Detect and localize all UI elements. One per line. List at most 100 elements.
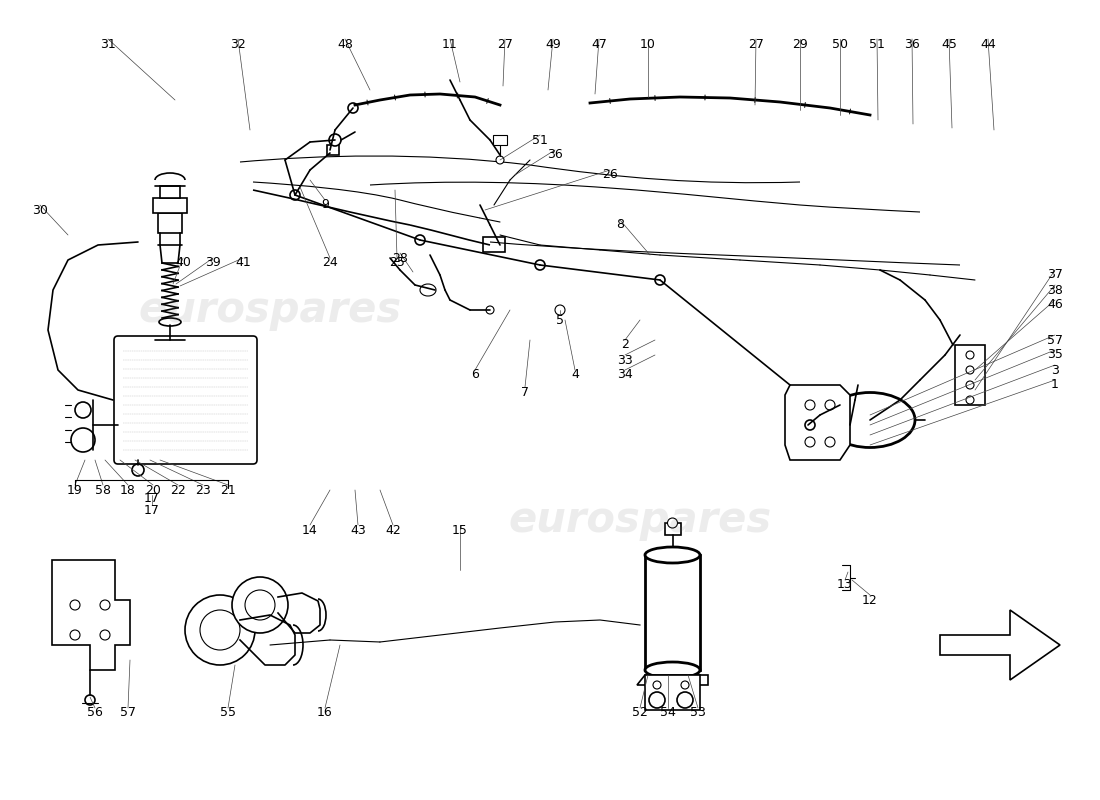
Circle shape — [100, 630, 110, 640]
Circle shape — [70, 630, 80, 640]
Circle shape — [75, 402, 91, 418]
Text: 27: 27 — [748, 38, 763, 50]
Text: 57: 57 — [120, 706, 136, 719]
Text: 53: 53 — [690, 706, 706, 719]
Text: 34: 34 — [617, 369, 632, 382]
Text: 25: 25 — [389, 257, 405, 270]
Polygon shape — [645, 555, 700, 670]
Circle shape — [556, 305, 565, 315]
Circle shape — [185, 595, 255, 665]
Circle shape — [486, 306, 494, 314]
Circle shape — [676, 692, 693, 708]
Circle shape — [132, 464, 144, 476]
Text: 36: 36 — [547, 149, 563, 162]
Text: 43: 43 — [350, 523, 366, 537]
Bar — [955, 345, 984, 405]
Circle shape — [825, 437, 835, 447]
Text: 44: 44 — [980, 38, 996, 50]
Text: 38: 38 — [1047, 283, 1063, 297]
Text: 12: 12 — [862, 594, 878, 606]
Text: 55: 55 — [220, 706, 236, 719]
Text: 32: 32 — [230, 38, 246, 50]
Text: 52: 52 — [632, 706, 648, 719]
Text: 57: 57 — [1047, 334, 1063, 346]
Polygon shape — [52, 560, 130, 670]
Circle shape — [805, 400, 815, 410]
Circle shape — [85, 695, 95, 705]
Circle shape — [649, 692, 666, 708]
Text: 46: 46 — [1047, 298, 1063, 311]
Text: 22: 22 — [170, 483, 186, 497]
Text: 47: 47 — [591, 38, 607, 50]
Text: 3: 3 — [1052, 363, 1059, 377]
Circle shape — [668, 518, 678, 528]
Circle shape — [232, 577, 288, 633]
Text: 4: 4 — [571, 369, 579, 382]
Text: 17: 17 — [144, 503, 159, 517]
Text: 24: 24 — [322, 257, 338, 270]
Text: 5: 5 — [556, 314, 564, 326]
Circle shape — [653, 681, 661, 689]
Text: 58: 58 — [95, 483, 111, 497]
Text: 16: 16 — [317, 706, 333, 719]
Text: 48: 48 — [337, 38, 353, 50]
Circle shape — [966, 396, 974, 404]
Circle shape — [535, 260, 544, 270]
Text: 2: 2 — [621, 338, 629, 351]
Text: 29: 29 — [792, 38, 807, 50]
Text: 56: 56 — [87, 706, 103, 719]
FancyBboxPatch shape — [114, 336, 257, 464]
Circle shape — [70, 600, 80, 610]
Text: 28: 28 — [392, 251, 408, 265]
Text: 37: 37 — [1047, 269, 1063, 282]
Text: 40: 40 — [175, 257, 191, 270]
Text: 10: 10 — [640, 38, 656, 50]
Polygon shape — [637, 675, 708, 685]
Bar — [493, 135, 507, 145]
Text: 31: 31 — [100, 38, 116, 50]
Text: 17: 17 — [144, 491, 159, 505]
Text: 18: 18 — [120, 483, 136, 497]
Circle shape — [290, 190, 300, 200]
Bar — [158, 213, 182, 233]
Text: 35: 35 — [1047, 349, 1063, 362]
Circle shape — [805, 437, 815, 447]
Circle shape — [72, 428, 95, 452]
Circle shape — [496, 156, 504, 164]
Text: 41: 41 — [235, 257, 251, 270]
Circle shape — [415, 235, 425, 245]
Bar — [483, 237, 505, 252]
Circle shape — [825, 400, 835, 410]
Text: 51: 51 — [532, 134, 548, 146]
Polygon shape — [785, 385, 850, 460]
Circle shape — [654, 275, 666, 285]
Ellipse shape — [825, 393, 915, 447]
Text: 7: 7 — [521, 386, 529, 398]
Circle shape — [245, 590, 275, 620]
Text: 42: 42 — [385, 523, 400, 537]
Text: 14: 14 — [302, 523, 318, 537]
Text: 27: 27 — [497, 38, 513, 50]
Bar — [153, 198, 187, 213]
Ellipse shape — [645, 662, 700, 678]
Circle shape — [681, 681, 689, 689]
Text: 21: 21 — [220, 483, 235, 497]
Text: 30: 30 — [32, 203, 48, 217]
Text: 11: 11 — [442, 38, 458, 50]
Circle shape — [329, 134, 341, 146]
Text: 23: 23 — [195, 483, 211, 497]
Text: 6: 6 — [471, 369, 478, 382]
Bar — [327, 145, 339, 155]
Bar — [160, 186, 180, 198]
Circle shape — [966, 351, 974, 359]
Text: 36: 36 — [904, 38, 920, 50]
Text: 15: 15 — [452, 523, 468, 537]
Ellipse shape — [645, 547, 700, 563]
Ellipse shape — [160, 318, 182, 326]
Text: eurospares: eurospares — [508, 499, 771, 541]
Text: 20: 20 — [145, 483, 161, 497]
Circle shape — [100, 600, 110, 610]
Text: 1: 1 — [1052, 378, 1059, 391]
Polygon shape — [940, 610, 1060, 680]
Text: 19: 19 — [67, 483, 82, 497]
